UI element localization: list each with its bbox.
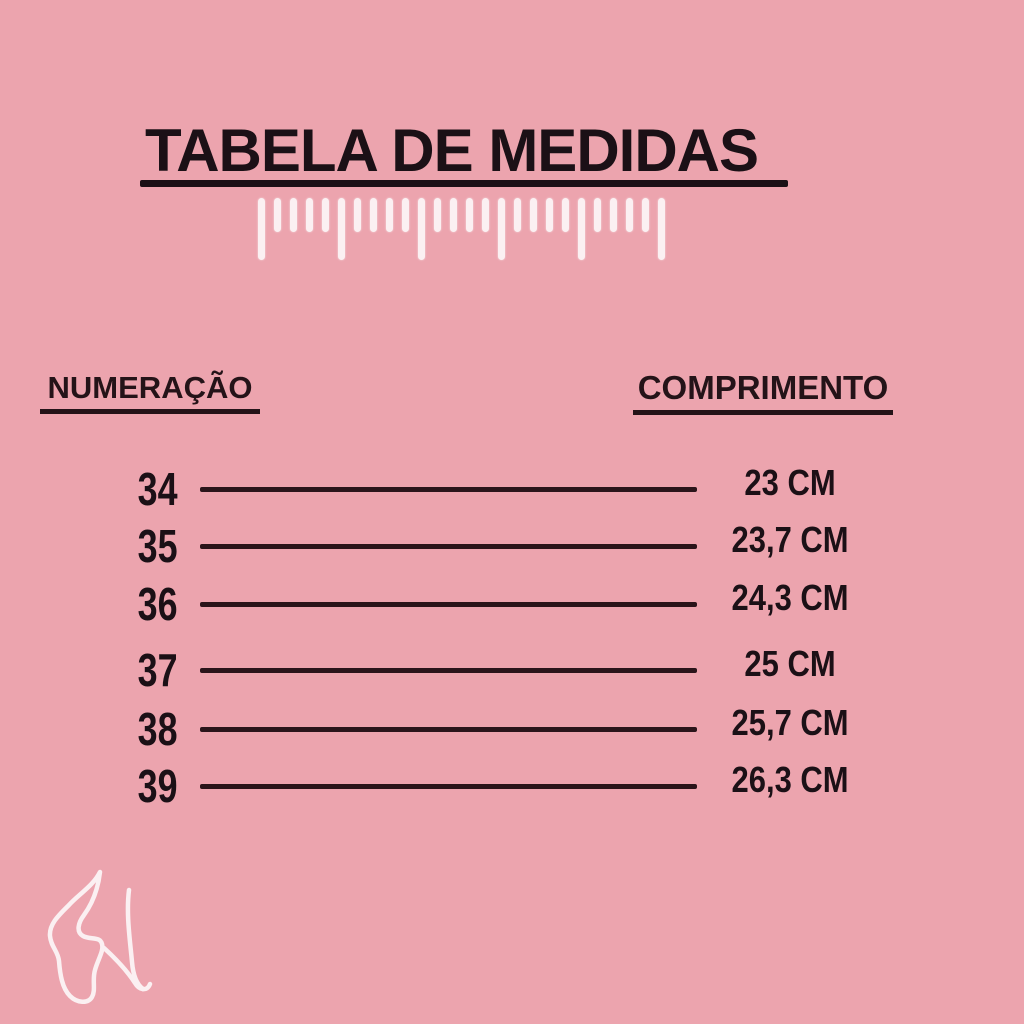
ruler-tick: [514, 198, 521, 232]
back-foot-instep-line: [101, 945, 153, 992]
length-label-text: 25,7 CM: [731, 702, 849, 743]
row-connector-line: [200, 487, 697, 492]
title-underline: [140, 180, 788, 187]
ruler-tick: [338, 198, 345, 260]
length-label: 23,7 CM: [700, 522, 880, 558]
size-label-text: 37: [137, 644, 178, 696]
row-connector-line: [200, 602, 697, 607]
ruler-tick: [562, 198, 569, 232]
ruler-tick: [386, 198, 393, 232]
ruler-tick: [306, 198, 313, 232]
page-title: TABELA DE MEDIDAS: [145, 117, 759, 184]
ruler-tick: [578, 198, 585, 260]
row-connector-line: [200, 727, 697, 732]
row-connector-line: [200, 668, 697, 673]
ruler-tick: [274, 198, 281, 232]
feet-line-art-icon: [47, 869, 153, 1004]
length-label-text: 26,3 CM: [731, 759, 849, 800]
size-label: 34: [110, 466, 205, 512]
size-label: 36: [110, 581, 205, 627]
size-label-text: 38: [137, 703, 178, 755]
size-label: 37: [110, 647, 205, 693]
length-label-text: 23,7 CM: [731, 519, 849, 560]
size-label-text: 36: [137, 578, 178, 630]
column-header-numeracao: NUMERAÇÃO: [40, 370, 260, 414]
size-label-text: 34: [137, 463, 178, 515]
size-label-text: 39: [137, 760, 178, 812]
length-label-text: 24,3 CM: [731, 577, 849, 618]
ruler-tick: [370, 198, 377, 232]
length-label-text: 25 CM: [744, 643, 836, 684]
length-label-text: 23 CM: [744, 462, 836, 503]
ruler-tick: [402, 198, 409, 232]
ruler-tick: [258, 198, 265, 260]
size-label: 35: [110, 523, 205, 569]
ruler-tick: [610, 198, 617, 232]
length-label: 25,7 CM: [700, 705, 880, 741]
length-label: 26,3 CM: [700, 762, 880, 798]
front-foot-outline: [47, 869, 105, 1004]
ruler-tick: [290, 198, 297, 232]
column-header-comprimento: COMPRIMENTO: [633, 369, 893, 415]
length-label: 25 CM: [700, 646, 880, 682]
length-label: 23 CM: [700, 465, 880, 501]
ruler-tick: [450, 198, 457, 232]
ruler-tick: [626, 198, 633, 232]
size-label: 38: [110, 706, 205, 752]
size-label-text: 35: [137, 520, 178, 572]
ruler-tick: [466, 198, 473, 232]
size-label: 39: [110, 763, 205, 809]
ruler-icon: [258, 198, 665, 260]
ruler-tick: [322, 198, 329, 232]
ruler-tick: [658, 198, 665, 260]
row-connector-line: [200, 784, 697, 789]
ruler-tick: [530, 198, 537, 232]
length-label: 24,3 CM: [700, 580, 880, 616]
ruler-tick: [482, 198, 489, 232]
ruler-tick: [418, 198, 425, 260]
ruler-tick: [434, 198, 441, 232]
back-leg-line: [125, 887, 146, 992]
ruler-tick: [642, 198, 649, 232]
ruler-tick: [546, 198, 553, 232]
ruler-tick: [498, 198, 505, 260]
ruler-tick: [594, 198, 601, 232]
ruler-tick: [354, 198, 361, 232]
row-connector-line: [200, 544, 697, 549]
